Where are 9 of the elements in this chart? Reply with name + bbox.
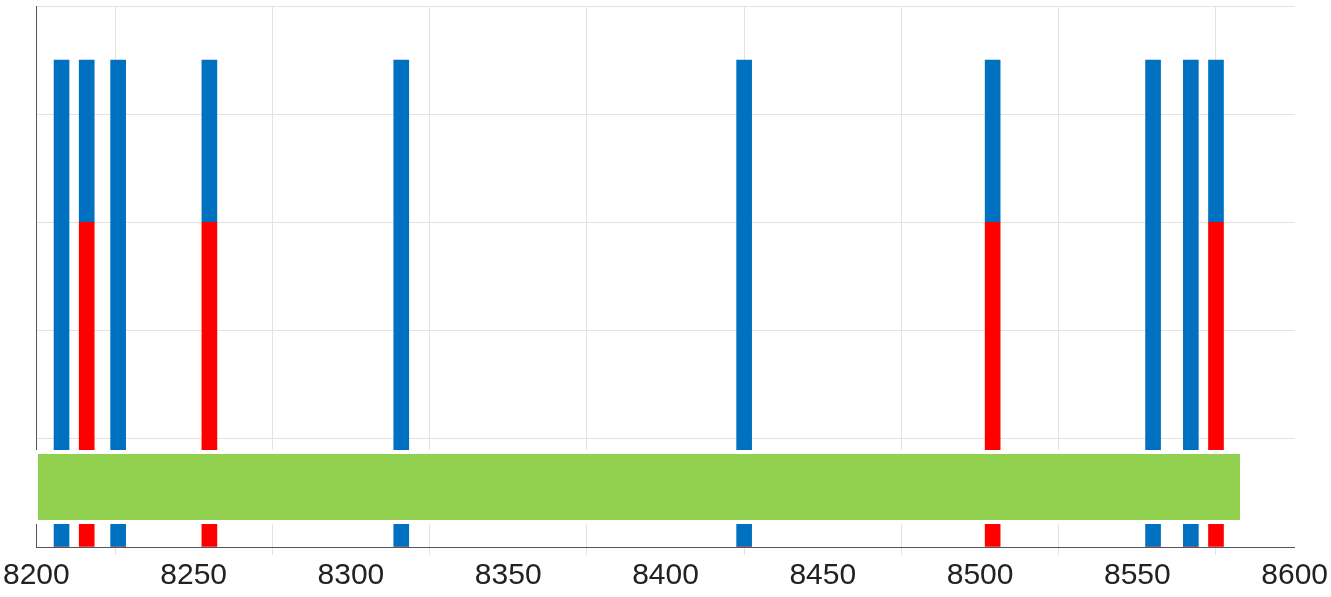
x-tick-label: 8200 xyxy=(2,557,70,591)
x-tick-label: 8400 xyxy=(632,557,699,591)
x-tick-label: 8250 xyxy=(160,557,228,591)
x-tick-label: 8450 xyxy=(789,557,857,591)
x-tick-label: 8550 xyxy=(1103,557,1171,591)
x-tick-label: 8300 xyxy=(317,557,385,591)
x-tick-label: 8600 xyxy=(1261,557,1329,591)
x-tick-label: 8500 xyxy=(946,557,1014,591)
x-tick-label: 8350 xyxy=(474,557,542,591)
